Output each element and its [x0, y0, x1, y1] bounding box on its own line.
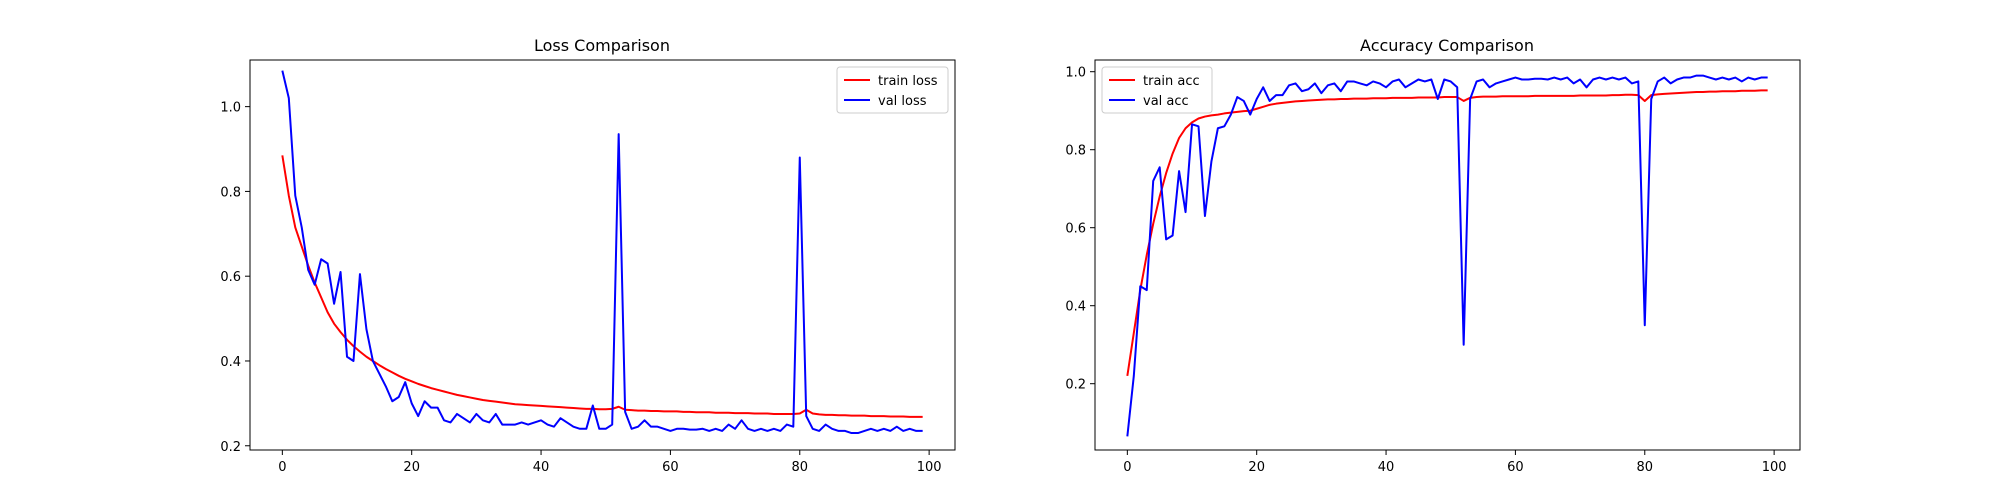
y-tick-label: 0.4 [1065, 300, 1086, 315]
legend-label-train-acc: train acc [1143, 74, 1200, 89]
x-tick-label: 40 [1378, 460, 1395, 475]
x-tick-label: 60 [1507, 460, 1524, 475]
x-tick-label: 80 [791, 460, 808, 475]
legend-label-train-loss: train loss [878, 74, 938, 89]
x-tick-label: 100 [917, 460, 942, 475]
chart-title: Accuracy Comparison [1360, 36, 1534, 55]
y-axis-ticks: 0.2 0.4 0.6 0.8 1.0 [220, 101, 250, 455]
y-tick-label: 0.6 [220, 270, 241, 285]
x-tick-label: 40 [533, 460, 550, 475]
legend-box [836, 66, 949, 114]
chart-title: Loss Comparison [534, 36, 670, 55]
y-tick-label: 0.2 [1065, 378, 1086, 393]
y-tick-label: 0.8 [1065, 144, 1086, 159]
y-tick-label: 0.2 [220, 440, 241, 455]
x-tick-label: 80 [1636, 460, 1653, 475]
x-tick-label: 20 [403, 460, 420, 475]
loss-comparison-chart: Loss Comparison 0 20 40 60 80 100 0.20.40.60.… [220, 36, 956, 475]
series-line-val-loss [281, 70, 923, 435]
x-axis-ticks: 0 20 40 60 80 100 [1123, 450, 1787, 475]
legend: train loss val loss [836, 66, 949, 114]
axes-frame [249, 59, 956, 451]
accuracy-comparison-chart: Accuracy Comparison 0 20 40 60 80 100 0.20.40… [1065, 36, 1801, 475]
x-tick-label: 20 [1248, 460, 1265, 475]
legend: train acc val acc [1101, 66, 1213, 114]
y-tick-label: 1.0 [220, 101, 241, 116]
x-tick-label: 0 [1123, 460, 1131, 475]
legend-label-val-acc: val acc [1143, 94, 1189, 109]
legend-label-val-loss: val loss [878, 94, 927, 109]
x-tick-label: 60 [662, 460, 679, 475]
y-tick-label: 0.6 [1065, 222, 1086, 237]
series-line-train-acc [1126, 89, 1768, 377]
y-tick-label: 0.4 [220, 355, 241, 370]
axes-frame [1094, 59, 1801, 451]
y-tick-label: 1.0 [1065, 66, 1086, 81]
y-tick-label: 0.8 [220, 185, 241, 200]
x-tick-label: 100 [1762, 460, 1787, 475]
plot-lines [1126, 74, 1768, 437]
legend-box [1101, 66, 1213, 114]
y-axis-ticks: 0.2 0.4 0.6 0.8 1.0 [1065, 66, 1095, 393]
series-line-val-acc [1126, 74, 1768, 437]
x-axis-ticks: 0 20 40 60 80 100 [278, 450, 942, 475]
series-line-train-loss [281, 155, 923, 418]
plot-lines [281, 70, 923, 435]
x-tick-label: 0 [278, 460, 286, 475]
